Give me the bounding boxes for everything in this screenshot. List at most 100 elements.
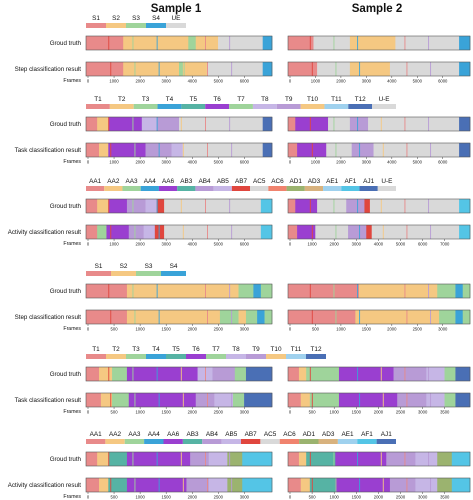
legend-label: U-E <box>381 178 392 185</box>
legend-swatch <box>163 439 183 444</box>
sample-1-segment <box>143 225 156 239</box>
legend-swatch <box>177 186 196 191</box>
sample-2-stripe <box>335 478 337 492</box>
sample-1-bar-border <box>85 61 273 77</box>
sample-1-stripe <box>229 117 231 131</box>
sample-1-stripe <box>134 310 136 324</box>
legend-swatch <box>268 186 287 191</box>
tick-label: 6000 <box>240 242 250 247</box>
tick-label: 2000 <box>330 242 340 247</box>
legend-label: AC6 <box>271 178 284 185</box>
sample-1-stripe <box>108 199 110 213</box>
legend-swatch <box>337 439 358 444</box>
sample-1-stripe <box>110 62 112 76</box>
legend-swatch <box>111 271 136 276</box>
sample-2-segment <box>459 36 471 50</box>
sample-1-bar-border <box>85 451 273 467</box>
legend-label: AB7 <box>235 178 248 185</box>
legend-swatch <box>158 186 178 191</box>
sample-1-bar-border <box>85 224 273 240</box>
ground-truth-label: Groud truth <box>50 121 82 128</box>
legend-label: T11 <box>291 346 302 353</box>
legend-swatch <box>166 354 186 359</box>
sample-1-segment <box>179 117 263 131</box>
sample-1-segment <box>108 452 128 466</box>
sample-2-segment <box>358 284 438 298</box>
sample-1-stripe <box>207 143 208 157</box>
sample-2-stripe <box>382 310 384 324</box>
panel-5: T1 T2 T3 T4 T5 T6 T7 T8 T9 T10 T11 T12 Groud truth Ta… <box>15 346 471 415</box>
legend-swatch <box>252 104 277 109</box>
ground-truth-label: Groud truth <box>50 288 82 295</box>
sample-1-stripe <box>132 284 134 298</box>
sample-2-segment <box>415 478 438 492</box>
legend-label: AJ1 <box>381 431 392 438</box>
legend-label: T2 <box>118 96 126 103</box>
legend-label: AA4 <box>148 431 161 438</box>
sample-2-segment <box>326 143 352 157</box>
sample-1-stripe <box>231 478 233 492</box>
tick-label: 3000 <box>240 327 250 332</box>
legend-swatch <box>341 186 360 191</box>
tick-label: 1000 <box>330 410 340 415</box>
sample-2-segment <box>298 367 307 381</box>
legend-label: T2 <box>112 346 120 353</box>
tick-label: 1000 <box>135 495 145 500</box>
sample-1-stripe <box>158 62 160 76</box>
legend-swatch <box>300 104 325 109</box>
sample-1-stripe <box>156 367 158 381</box>
sample-1-stripe <box>108 452 110 466</box>
legend-label: T1 <box>92 346 100 353</box>
sample-1-segment <box>188 36 197 50</box>
sample-2-segment <box>288 62 318 76</box>
tick-label: 5000 <box>396 242 406 247</box>
tick-label: 2000 <box>135 79 145 84</box>
sample-1-segment <box>86 393 102 407</box>
sample-1-stripe <box>207 310 208 324</box>
legend-label: AB5 <box>217 178 230 185</box>
sample-2-segment <box>426 393 445 407</box>
sample-2-stripe <box>406 62 408 76</box>
sample-1-stripe <box>134 478 136 492</box>
sample-2-segment <box>288 452 300 466</box>
legend-label: AE1 <box>342 431 355 438</box>
sample-2-bar-border <box>287 451 471 467</box>
sample-2-stripe <box>430 393 432 407</box>
tick-label: 500 <box>309 410 317 415</box>
sample-1-stripe <box>231 143 233 157</box>
legend-swatch <box>195 186 214 191</box>
legend-swatch <box>229 104 253 109</box>
tick-label: 4000 <box>374 242 384 247</box>
legend-label: AB4 <box>198 178 211 185</box>
sample-2-segment <box>444 393 456 407</box>
sample-2-segment <box>349 117 369 131</box>
sample-2-segment <box>346 199 365 213</box>
sample-2-stripe <box>311 62 313 76</box>
tick-label: 3000 <box>362 160 372 165</box>
sample-2-stripe <box>380 367 382 381</box>
tick-label: 3000 <box>352 242 362 247</box>
sample-1-stripe <box>156 452 158 466</box>
tick-label: 0 <box>289 160 292 165</box>
sample-2-segment <box>459 143 471 157</box>
tick-label: 2500 <box>396 410 406 415</box>
legend-label: T3 <box>132 346 140 353</box>
sample-2-stripe <box>359 310 361 324</box>
panel-4: S1 S2 S3 S4 Groud truth Step classification r… <box>15 263 471 332</box>
legend-swatch <box>231 186 251 191</box>
sample-1-segment <box>126 199 146 213</box>
legend-swatch <box>250 186 269 191</box>
sample-2-segment <box>364 199 371 213</box>
sample-1-stripe <box>156 117 158 131</box>
tick-label: 1000 <box>135 410 145 415</box>
sample-1-segment <box>186 478 210 492</box>
classification-result-label: Step classification result <box>15 66 82 73</box>
legend-swatch <box>146 354 166 359</box>
sample-2-segment <box>426 367 445 381</box>
sample-1-stripe <box>156 36 158 50</box>
sample-1-segment <box>262 117 273 131</box>
panel-1: S1 S2 S3 S4 UE Groud truth Step classification… <box>15 15 471 84</box>
panel-6: AA1 AA2 AA3 AA4 AA6 AB3 AB4 AB5 AB7 AC5 AC6 AD1 AD3 A… <box>8 431 471 500</box>
tick-label: 1000 <box>109 242 119 247</box>
